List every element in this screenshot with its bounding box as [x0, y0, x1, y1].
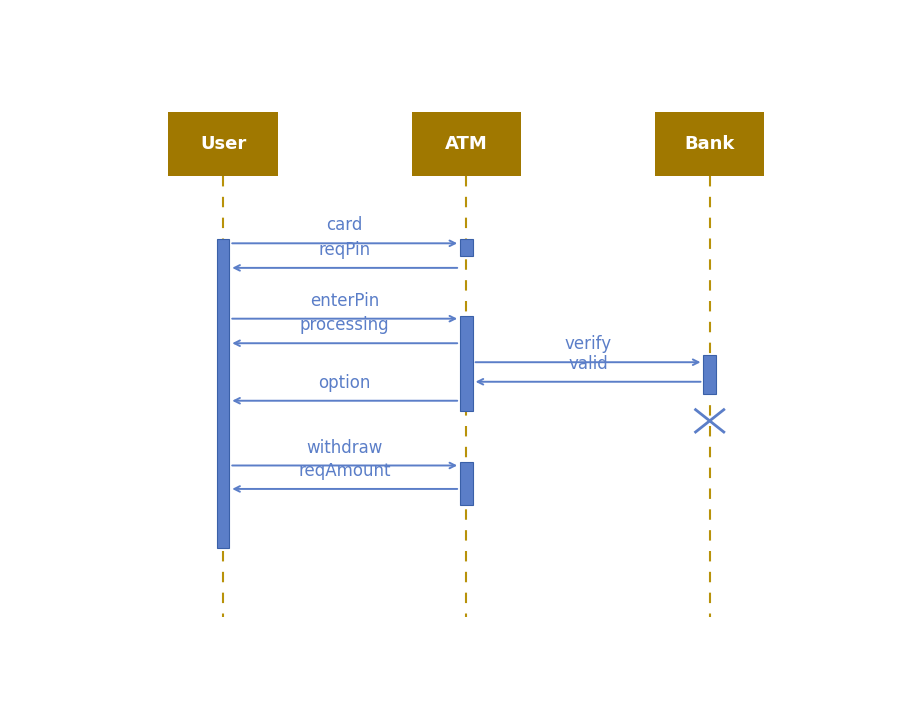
Text: card: card	[327, 216, 363, 234]
Text: ATM: ATM	[445, 136, 488, 153]
Bar	[655, 112, 764, 176]
Bar	[460, 316, 472, 411]
Text: withdraw: withdraw	[307, 439, 383, 457]
Text: processing: processing	[300, 316, 389, 334]
Bar	[168, 112, 278, 176]
Text: User: User	[200, 136, 247, 153]
Text: reqPin: reqPin	[318, 241, 370, 259]
Text: valid: valid	[568, 355, 608, 373]
Bar	[460, 239, 472, 256]
Text: option: option	[318, 374, 371, 392]
Text: enterPin: enterPin	[310, 291, 379, 310]
Bar	[411, 112, 521, 176]
Text: reqAmount: reqAmount	[298, 462, 391, 480]
Bar	[217, 239, 229, 547]
Text: Bank: Bank	[684, 136, 735, 153]
Bar	[460, 462, 472, 505]
Bar	[703, 355, 716, 394]
Text: verify: verify	[564, 335, 612, 353]
